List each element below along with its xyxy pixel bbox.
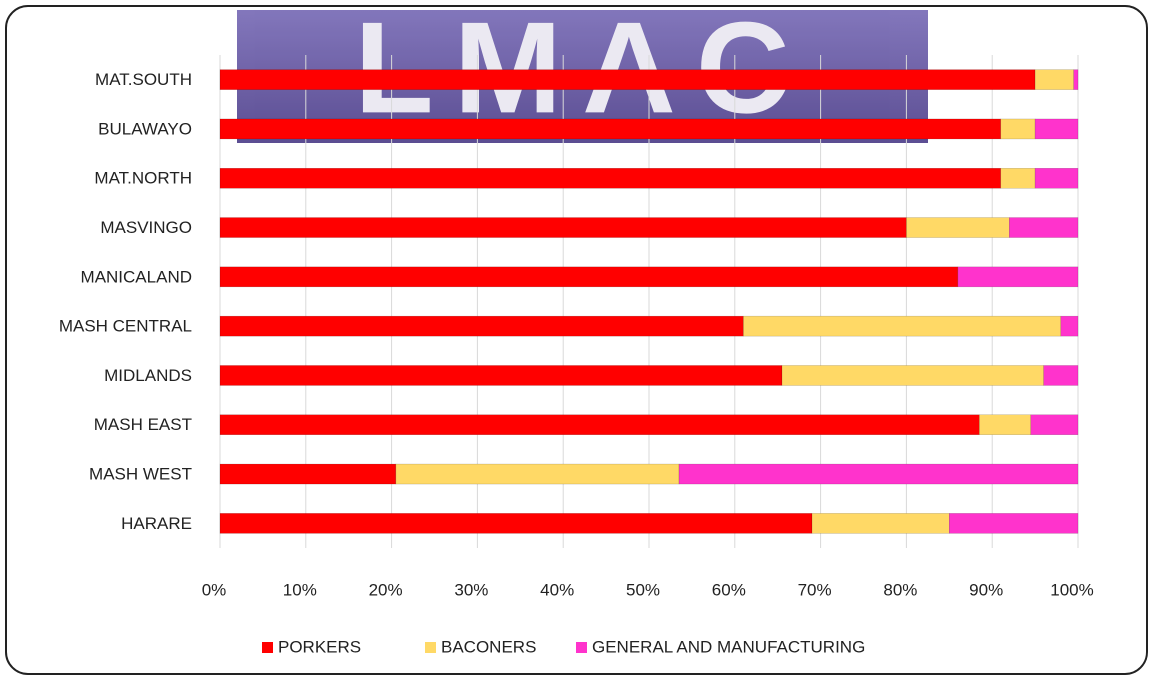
x-tick-label: 100% — [1050, 580, 1093, 599]
y-tick-label: MASH EAST — [94, 415, 192, 434]
y-tick-label: MAT.NORTH — [94, 169, 192, 188]
bar-segment — [949, 513, 1079, 534]
legend-swatch — [576, 642, 587, 653]
x-tick-label: 60% — [712, 580, 746, 599]
bar-segment — [811, 513, 950, 534]
bar-segment — [743, 315, 1062, 337]
y-tick-label: MASH WEST — [89, 465, 192, 484]
bar-segment — [219, 463, 397, 485]
bar-segment — [1009, 217, 1079, 238]
bar-segment — [678, 463, 1079, 485]
legend-label: BACONERS — [441, 637, 536, 656]
y-tick-label: MIDLANDS — [104, 366, 192, 385]
bar-segment — [906, 217, 1010, 238]
x-tick-label: 90% — [969, 580, 1003, 599]
bar-segment — [219, 365, 783, 386]
x-tick-label: 30% — [454, 580, 488, 599]
y-tick-label: MANICALAND — [81, 267, 192, 286]
bar-segment — [1043, 365, 1079, 386]
bar-segment — [219, 513, 813, 534]
bar-segment — [979, 414, 1032, 435]
bar-segment — [1060, 315, 1079, 337]
x-tick-label: 20% — [369, 580, 403, 599]
bar-segment — [957, 266, 1079, 288]
x-tick-label: 50% — [626, 580, 660, 599]
legend-label: GENERAL AND MANUFACTURING — [592, 637, 865, 656]
y-tick-label: BULAWAYO — [98, 119, 192, 138]
x-tick-label: 70% — [798, 580, 832, 599]
y-tick-label: MASVINGO — [100, 218, 192, 237]
x-tick-label: 0% — [202, 580, 227, 599]
bar-segment — [1000, 168, 1036, 189]
bar-segment — [395, 463, 680, 485]
bar-segment — [1034, 118, 1079, 140]
legend-label: PORKERS — [278, 637, 361, 656]
bar-segment — [219, 315, 744, 337]
bar-segment — [219, 168, 1002, 189]
bar-segment — [1034, 168, 1079, 189]
bar-segment — [219, 69, 1036, 90]
bar-segment — [219, 414, 980, 435]
legend-swatch — [425, 642, 436, 653]
bar-segment — [219, 118, 1002, 140]
bar-segment — [1073, 69, 1079, 90]
y-tick-label: MAT.SOUTH — [95, 70, 192, 89]
bar-segment — [219, 217, 907, 238]
x-tick-label: 80% — [883, 580, 917, 599]
legend-swatch — [262, 642, 273, 653]
y-tick-label: HARARE — [121, 514, 192, 533]
bar-segment — [1034, 69, 1074, 90]
y-tick-label: MASH CENTRAL — [59, 317, 192, 336]
bar-segment — [219, 266, 959, 288]
x-tick-label: 10% — [283, 580, 317, 599]
bar-segment — [1000, 118, 1036, 140]
bar-segment — [781, 365, 1044, 386]
x-tick-label: 40% — [540, 580, 574, 599]
bar-segment — [1030, 414, 1079, 435]
